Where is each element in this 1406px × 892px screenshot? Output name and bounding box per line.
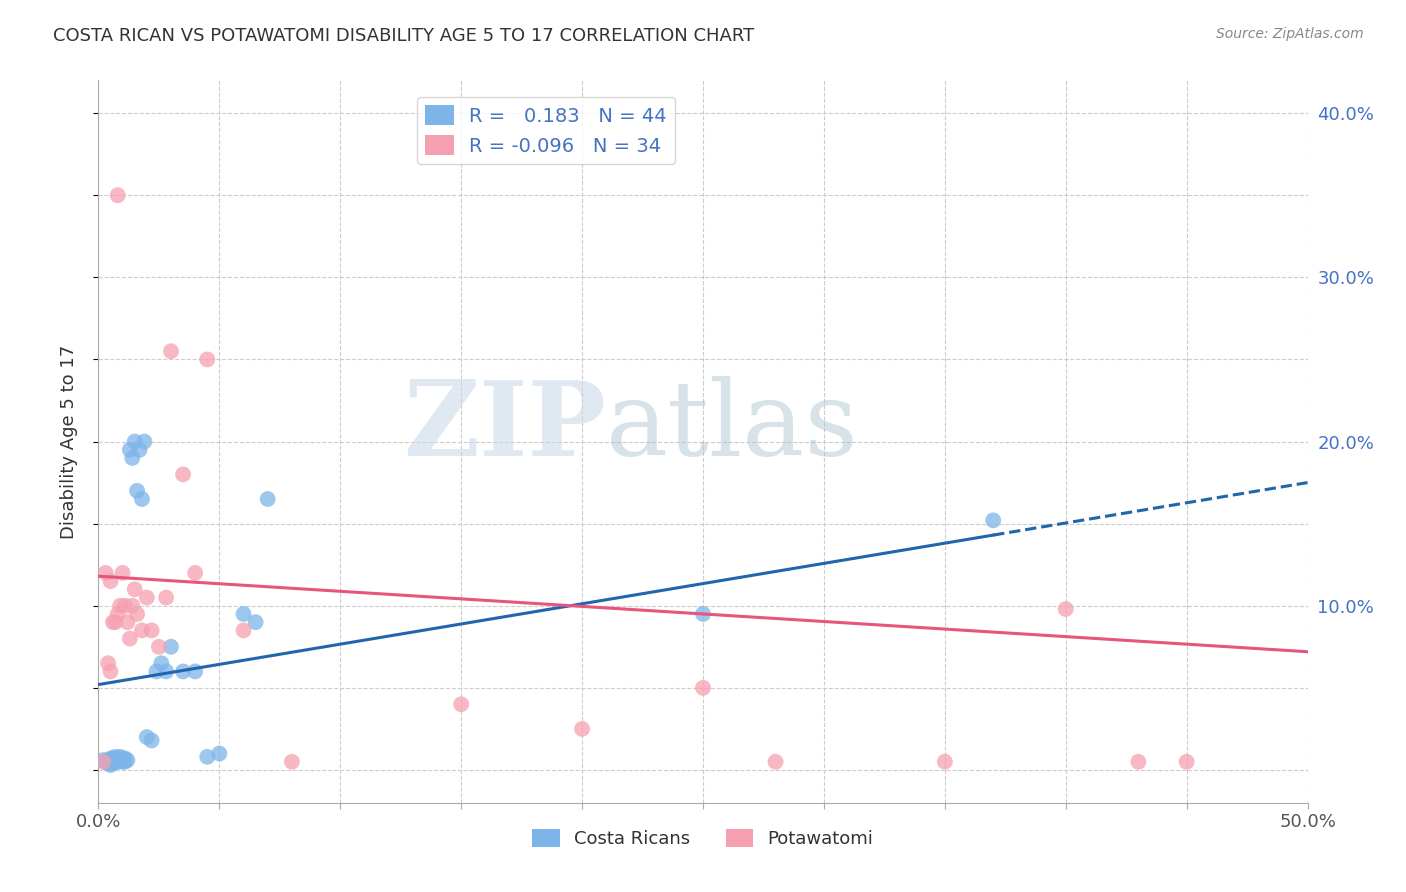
- Point: [148, 640, 170, 654]
- Point: [121, 450, 143, 465]
- Point: [131, 624, 153, 638]
- Text: ZIP: ZIP: [404, 376, 606, 478]
- Point: [117, 753, 139, 767]
- Point: [1054, 602, 1077, 616]
- Point: [1128, 755, 1150, 769]
- Point: [107, 607, 129, 621]
- Point: [232, 624, 254, 638]
- Point: [692, 607, 714, 621]
- Point: [141, 624, 163, 638]
- Point: [128, 442, 150, 457]
- Point: [172, 665, 194, 679]
- Point: [124, 582, 146, 597]
- Point: [100, 665, 122, 679]
- Point: [104, 615, 127, 630]
- Point: [91, 753, 114, 767]
- Point: [121, 599, 143, 613]
- Point: [934, 755, 956, 769]
- Point: [765, 755, 787, 769]
- Y-axis label: Disability Age 5 to 17: Disability Age 5 to 17: [59, 344, 77, 539]
- Point: [97, 756, 120, 771]
- Point: [100, 751, 122, 765]
- Point: [160, 640, 183, 654]
- Point: [104, 755, 127, 769]
- Point: [571, 722, 593, 736]
- Point: [111, 751, 134, 765]
- Point: [155, 591, 177, 605]
- Point: [107, 755, 129, 769]
- Point: [97, 657, 120, 671]
- Point: [135, 591, 157, 605]
- Point: [118, 632, 141, 646]
- Point: [981, 513, 1004, 527]
- Point: [134, 434, 156, 449]
- Legend: Costa Ricans, Potawatomi: Costa Ricans, Potawatomi: [526, 822, 880, 855]
- Point: [184, 566, 207, 580]
- Point: [114, 755, 136, 769]
- Point: [184, 665, 207, 679]
- Point: [114, 599, 136, 613]
- Point: [155, 665, 177, 679]
- Point: [150, 657, 173, 671]
- Point: [160, 344, 183, 359]
- Point: [101, 751, 124, 765]
- Point: [256, 491, 278, 506]
- Point: [450, 698, 472, 712]
- Point: [100, 574, 122, 588]
- Point: [111, 755, 134, 769]
- Point: [127, 483, 149, 498]
- Point: [141, 733, 163, 747]
- Point: [104, 749, 127, 764]
- Point: [108, 749, 131, 764]
- Point: [111, 566, 134, 580]
- Point: [108, 753, 131, 767]
- Point: [91, 755, 114, 769]
- Point: [172, 467, 194, 482]
- Point: [692, 681, 714, 695]
- Point: [101, 615, 124, 630]
- Point: [281, 755, 304, 769]
- Point: [124, 434, 146, 449]
- Text: COSTA RICAN VS POTAWATOMI DISABILITY AGE 5 TO 17 CORRELATION CHART: COSTA RICAN VS POTAWATOMI DISABILITY AGE…: [53, 27, 755, 45]
- Point: [1175, 755, 1198, 769]
- Point: [100, 755, 122, 769]
- Text: atlas: atlas: [606, 376, 859, 478]
- Point: [94, 566, 117, 580]
- Point: [195, 352, 218, 367]
- Point: [131, 491, 153, 506]
- Point: [195, 749, 218, 764]
- Point: [114, 751, 136, 765]
- Point: [117, 615, 139, 630]
- Point: [232, 607, 254, 621]
- Point: [94, 755, 117, 769]
- Point: [145, 665, 167, 679]
- Point: [208, 747, 231, 761]
- Point: [118, 442, 141, 457]
- Point: [135, 730, 157, 744]
- Point: [101, 753, 124, 767]
- Point: [107, 188, 129, 202]
- Point: [104, 753, 127, 767]
- Point: [97, 753, 120, 767]
- Point: [108, 599, 131, 613]
- Point: [127, 607, 149, 621]
- Text: Source: ZipAtlas.com: Source: ZipAtlas.com: [1216, 27, 1364, 41]
- Point: [107, 751, 129, 765]
- Point: [101, 756, 124, 771]
- Point: [100, 758, 122, 772]
- Point: [245, 615, 267, 630]
